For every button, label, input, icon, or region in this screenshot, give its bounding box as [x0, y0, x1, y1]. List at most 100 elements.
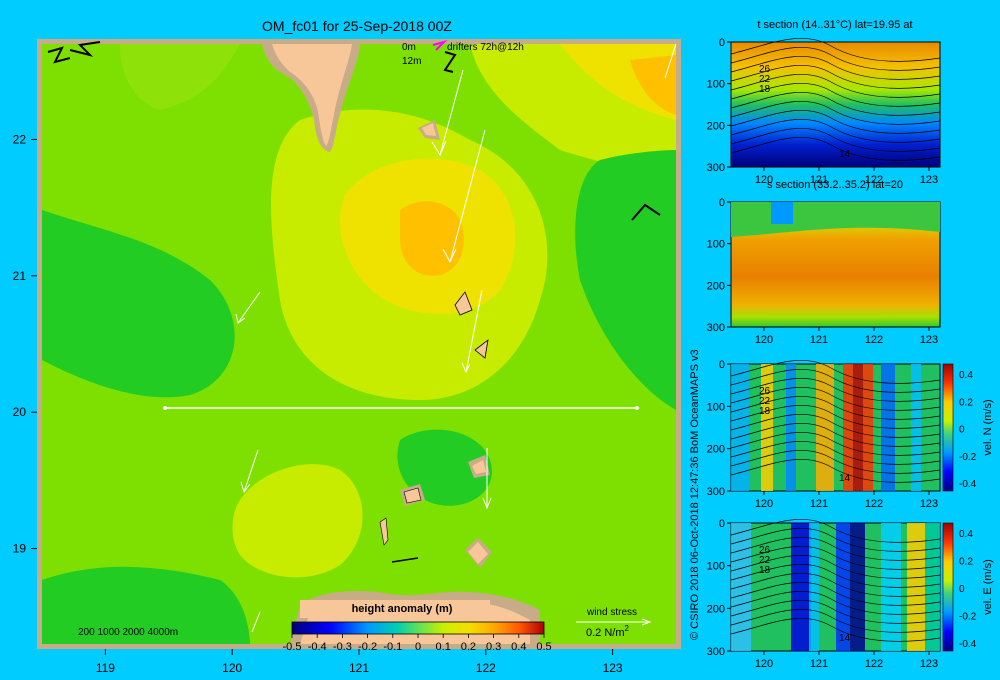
- section-line: [163, 406, 639, 410]
- isotherm-contour: [730, 573, 941, 597]
- velocity-band: [843, 364, 853, 491]
- velocity-colorbar-tick: 0.2: [959, 397, 973, 408]
- map-x-tick-label: 121: [349, 661, 369, 675]
- isotherm-contour: [730, 360, 941, 384]
- drifter-track-east: [631, 203, 661, 221]
- panel-y-tick-label: 100: [707, 79, 725, 91]
- section-panel-title: t section (14..31°C) lat=19.95 at: [757, 19, 912, 31]
- colorbar-tick-label: 0.4: [511, 641, 526, 653]
- drifter-tracks: [47, 41, 661, 221]
- panel-x-tick-label: 121: [810, 658, 828, 670]
- island-4-land: [472, 460, 486, 474]
- section-line-start: [163, 406, 167, 410]
- isotherm-contour: [730, 600, 941, 624]
- velocity-colorbar-tick: -0.2: [959, 612, 977, 623]
- wind-vector: [664, 43, 677, 79]
- panel-y-tick-label: 100: [707, 401, 725, 413]
- ssh-anomaly-positive-south: [232, 464, 363, 578]
- isotherm-contour: [730, 405, 941, 429]
- velocity-band: [731, 523, 751, 651]
- isotherm-contour: [730, 555, 941, 579]
- panel-x-tick-label: 120: [755, 174, 773, 186]
- colorbar-title: height anomaly (m): [352, 603, 453, 615]
- colorbar-tick-label: 0.1: [436, 641, 451, 653]
- isotherm-contour: [730, 38, 941, 62]
- contour-label: 26: [759, 545, 771, 556]
- panel-x-tick-label: 123: [920, 334, 938, 346]
- isotherm-contour: [730, 128, 941, 152]
- velocity-colorbar-tick: 0: [959, 584, 965, 595]
- isotherm-contour: [730, 528, 941, 552]
- panel-x-tick-label: 120: [755, 498, 773, 510]
- panel-x-tick-label: 123: [920, 498, 938, 510]
- contour-label: 22: [759, 396, 771, 407]
- contour-label: 22: [759, 555, 771, 566]
- panel-y-tick-label: 100: [707, 239, 725, 251]
- isotherm-contour: [730, 47, 941, 71]
- panel-x-tick-label: 122: [865, 498, 883, 510]
- contour-label: 14: [839, 149, 851, 160]
- velocity-colorbar-tick: -0.2: [959, 452, 977, 463]
- wind-stress-scale-head: [641, 618, 652, 626]
- isotherm-contour: [730, 441, 941, 465]
- isotherm-contour: [730, 65, 941, 89]
- colorbar-scale: [291, 621, 545, 635]
- wind-stress-scale-sup: 2: [625, 624, 630, 633]
- panel-y-tick-label: 200: [707, 603, 725, 615]
- isotherm-contour: [730, 537, 941, 561]
- legend-depth-12m: 12m: [402, 56, 421, 67]
- island-2: [454, 291, 473, 316]
- isotherm-contour: [730, 74, 941, 98]
- panel-y-tick-label: 0: [719, 359, 725, 371]
- wind-vector-head: [482, 497, 492, 510]
- velocity-band: [850, 523, 865, 651]
- velocity-band: [853, 364, 863, 491]
- isotherm-contour: [730, 519, 941, 543]
- map-title: OM_fc01 for 25-Sep-2018 00Z: [262, 18, 452, 34]
- isotherm-contour: [730, 101, 941, 125]
- panel-x-tick-label: 121: [810, 498, 828, 510]
- wind-vector: [251, 611, 261, 633]
- velocity-band: [809, 523, 819, 651]
- island-1-land: [422, 123, 436, 136]
- map-y-tick-label: 19: [13, 542, 27, 556]
- panel-y-tick-label: 0: [719, 197, 725, 209]
- velocity-colorbar: [942, 363, 954, 492]
- wind-vector: [465, 289, 483, 373]
- panel-x-tick-label: 123: [920, 174, 938, 186]
- isotherm-contour: [730, 56, 941, 80]
- isotherm-contour: [730, 92, 941, 116]
- ssh-eddy-cold-sw: [42, 566, 250, 644]
- panel-y-tick-label: 300: [707, 646, 725, 658]
- land-taiwan: [272, 44, 352, 146]
- isotherm-contour: [730, 450, 941, 474]
- island-8: [391, 557, 419, 563]
- ssh-eddy-cold-west: [42, 210, 235, 398]
- velocity-colorbar-tick: 0.2: [959, 557, 973, 568]
- map-y-tick-label: 21: [13, 269, 27, 283]
- isotherm-contour: [730, 396, 941, 420]
- contour-label: 22: [759, 74, 771, 85]
- panel-y-tick-label: 0: [719, 37, 725, 49]
- contour-label: 26: [759, 386, 771, 397]
- depth-key: 200 1000 2000 4000m: [78, 627, 178, 638]
- wind-vector-head: [461, 362, 471, 374]
- wind-vector: [439, 69, 464, 156]
- wind-vector-head: [240, 481, 251, 494]
- colorbar-tick-label: 0: [415, 641, 421, 653]
- panel-x-tick-label: 121: [810, 174, 828, 186]
- colorbar-tick-label: -0.1: [383, 641, 402, 653]
- ssh-ne-orange: [630, 55, 676, 115]
- contour-label: 14: [839, 633, 851, 644]
- panel-x-tick-label: 123: [920, 658, 938, 670]
- wind-vector: [237, 291, 261, 324]
- colorbar-tick-label: 0.5: [536, 641, 551, 653]
- velocity-band: [761, 364, 773, 491]
- velocity-colorbar: [942, 522, 954, 652]
- colorbar-tick-label: -0.4: [308, 641, 327, 653]
- map-axes: 119 120 121 122 123 22 21 20 19: [13, 132, 623, 675]
- island-5-land: [403, 487, 422, 504]
- map-x-tick-label: 119: [96, 661, 115, 675]
- panel-x-tick-label: 121: [810, 334, 828, 346]
